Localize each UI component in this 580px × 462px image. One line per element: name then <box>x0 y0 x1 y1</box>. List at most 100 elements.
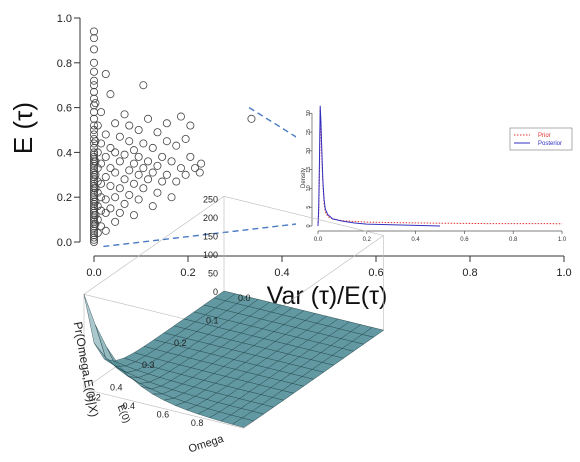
data-point <box>195 168 204 177</box>
inset-axes: 0 5 10 15 20 25 30 0.0 0.2 0.4 0.6 0.8 1.0 <box>306 110 567 243</box>
inset-legend: Prior Posterior <box>509 127 573 151</box>
z-tick-label: 100 <box>203 250 218 260</box>
data-point <box>144 114 153 123</box>
inset-y-tick-label: 10 <box>306 185 312 191</box>
data-point <box>90 148 99 157</box>
z-tick-label: 200 <box>203 213 218 223</box>
data-point <box>186 121 195 130</box>
inset-x-tick-label: 0.8 <box>509 237 518 243</box>
data-point <box>167 157 176 166</box>
data-point <box>101 152 110 161</box>
data-point <box>134 152 143 161</box>
data-point <box>90 76 99 85</box>
box-edge <box>223 195 384 236</box>
data-point <box>90 188 99 197</box>
surface-facet <box>83 294 106 358</box>
data-point <box>125 166 134 175</box>
data-point <box>90 94 99 103</box>
data-point <box>97 206 106 215</box>
data-point <box>90 130 99 139</box>
data-point <box>91 99 100 108</box>
inset-y-tick-label: 30 <box>306 110 312 116</box>
y-tick-label: 0.2 <box>57 192 72 204</box>
x-tick-label: 0.8 <box>462 267 477 279</box>
data-point <box>101 195 110 204</box>
dashed-connector <box>248 107 433 223</box>
data-point <box>90 215 99 224</box>
data-point <box>172 141 181 150</box>
data-point <box>153 161 162 170</box>
data-point <box>90 195 99 204</box>
x-tick-label: 0.2 <box>180 267 195 279</box>
data-point <box>111 168 120 177</box>
data-point <box>90 67 99 76</box>
data-point <box>148 143 157 152</box>
data-point <box>101 173 110 182</box>
data-point <box>106 164 115 173</box>
e0-tick-label: 0.4 <box>122 401 135 411</box>
data-point <box>176 112 185 121</box>
data-point <box>90 34 99 43</box>
data-point <box>120 199 129 208</box>
omega-tick-label: 0.1 <box>206 315 219 325</box>
e0-tick-label: 0.8 <box>191 418 204 428</box>
data-point <box>106 90 115 99</box>
main-axes: 0.0 0.2 0.4 0.6 0.8 1.0 0.0 0.2 0.4 0.6 0.8 1.0 <box>57 13 572 279</box>
y-tick-label: 0.8 <box>57 58 72 70</box>
dashed-connector <box>103 221 315 248</box>
omega-tick-label: 0.3 <box>142 360 155 370</box>
main-scatter-plot: 0.0 0.2 0.4 0.6 0.8 1.0 0.0 0.2 0.4 0.6 0.8 1.0 E (… <box>8 13 572 310</box>
data-point <box>90 237 99 246</box>
x-tick-label: 0.6 <box>368 267 383 279</box>
data-point <box>125 137 134 146</box>
inset-y-tick-label: 15 <box>306 167 312 173</box>
data-point <box>129 211 138 220</box>
inset-x-tick-label: 0.2 <box>363 237 372 243</box>
inset-y-tick-label: 20 <box>306 148 312 154</box>
data-point <box>111 119 120 128</box>
data-point <box>158 152 167 161</box>
data-point <box>153 128 162 137</box>
main-y-axis-label: E (τ) <box>8 102 38 154</box>
data-point <box>176 164 185 173</box>
y-tick-label: 0.0 <box>57 237 72 249</box>
data-point <box>144 157 153 166</box>
data-point <box>111 217 120 226</box>
data-point <box>90 81 99 90</box>
x-tick-label: 0.4 <box>274 267 289 279</box>
data-point <box>97 222 106 231</box>
inset-x-tick-label: 0.4 <box>411 237 420 243</box>
data-point <box>134 195 143 204</box>
omega-tick-label: 0.0 <box>238 293 251 303</box>
box-edge <box>83 388 244 429</box>
data-point <box>91 137 100 146</box>
data-point <box>153 188 162 197</box>
posterior-density-line <box>317 105 441 227</box>
data-point <box>172 177 181 186</box>
zoom-connector-lines <box>103 107 433 248</box>
data-point <box>91 220 100 229</box>
data-point <box>97 139 106 148</box>
data-point <box>90 114 99 123</box>
y-tick-label: 1.0 <box>57 13 72 25</box>
data-point <box>120 175 129 184</box>
data-point <box>111 193 120 202</box>
data-point <box>90 235 99 244</box>
box-edge <box>83 196 225 295</box>
data-point <box>93 215 102 224</box>
data-point <box>167 193 176 202</box>
data-point <box>139 184 148 193</box>
z-tick-label: 250 <box>203 195 218 205</box>
density-inset-plot: 0 5 10 15 20 25 30 0.0 0.2 0.4 0.6 0.8 1.0 Density P… <box>296 100 574 245</box>
inset-y-tick-label: 5 <box>306 206 312 209</box>
data-point <box>129 179 138 188</box>
data-point <box>247 114 256 123</box>
data-point <box>101 70 110 79</box>
data-point <box>106 181 115 190</box>
data-point <box>101 226 110 235</box>
data-point <box>162 119 171 128</box>
y-tick-label: 0.6 <box>57 103 72 115</box>
data-point <box>115 208 124 217</box>
data-point <box>93 121 102 130</box>
data-point <box>90 27 99 36</box>
